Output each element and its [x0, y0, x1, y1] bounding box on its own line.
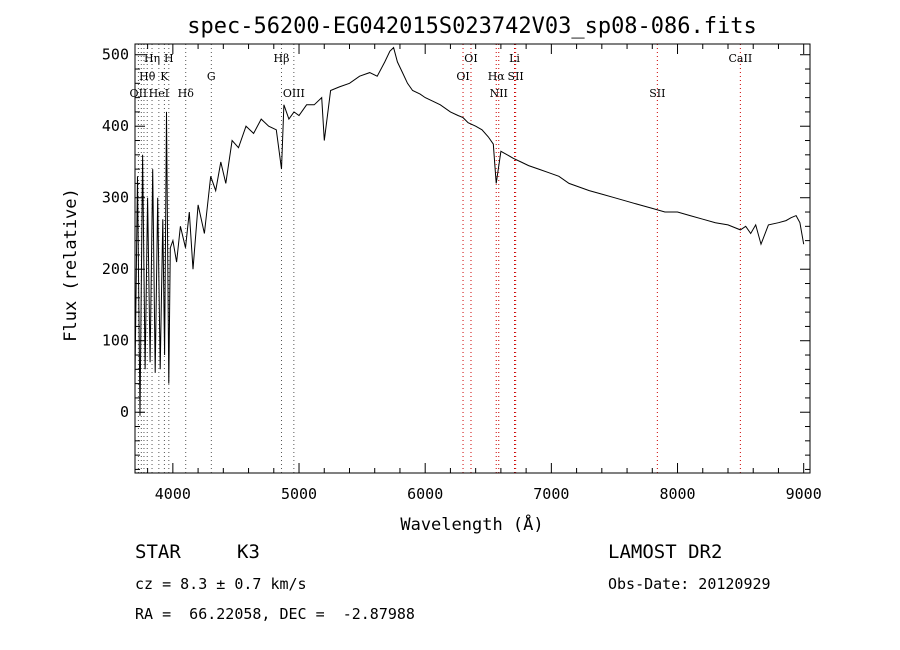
object-class: STAR: [135, 541, 181, 563]
spectral-line-label: Hβ: [274, 52, 290, 65]
spectral-line-label: SII: [649, 87, 665, 100]
line-markers: [137, 44, 741, 473]
coordinates: RA = 66.22058, DEC = -2.87988: [135, 605, 415, 623]
plot-frame: [134, 43, 811, 474]
spectral-line-label: Hθ: [139, 70, 156, 83]
spectral-line-label: HeI: [149, 87, 169, 100]
spectral-line-label: OII: [130, 87, 148, 100]
spectral-line-label: NII: [490, 87, 508, 100]
x-tick-label: 9000: [786, 485, 822, 503]
redshift-readout: cz = 8.3 ± 0.7 km/s: [135, 575, 307, 593]
series-line: [134, 46, 805, 416]
chart-title: spec-56200-EG042015S023742V03_sp08-086.f…: [187, 14, 757, 39]
spectral-line-label: Hα: [488, 70, 506, 83]
y-axis-label: Flux (relative): [61, 188, 81, 342]
x-tick-label: 6000: [407, 485, 443, 503]
spectral-line-label: Li: [509, 52, 520, 65]
x-tick-label: 4000: [155, 485, 191, 503]
spectral-line-label: SII: [508, 70, 524, 83]
object-subclass: K3: [237, 541, 260, 563]
spectral-line-label: OI: [456, 70, 469, 83]
spectral-line-label: OI: [464, 52, 477, 65]
spectral-line-label: Hη: [144, 52, 160, 65]
spectral-line-label: OIII: [283, 87, 305, 100]
spectral-line-label: K: [160, 70, 169, 83]
x-tick-label: 5000: [281, 485, 317, 503]
spectral-line-label: G: [207, 70, 216, 83]
obs-date: Obs-Date: 20120929: [608, 575, 771, 593]
x-tick-label: 8000: [659, 485, 695, 503]
y-tick-label: 400: [102, 117, 129, 135]
x-axis-label: Wavelength (Å): [400, 513, 543, 535]
y-tick-label: 500: [102, 46, 129, 64]
spectral-line-label: H: [164, 52, 174, 65]
x-tick-label: 7000: [533, 485, 569, 503]
survey-name: LAMOST DR2: [608, 541, 723, 563]
spectral-line-label: CaII: [729, 52, 753, 65]
y-tick-label: 100: [102, 332, 129, 350]
axis-ticks: 4000 5000 6000 7000 8000 9000 0 100 200 300 400 500: [102, 44, 822, 503]
y-tick-label: 200: [102, 260, 129, 278]
y-tick-label: 300: [102, 189, 129, 207]
spectral-line-label: Hδ: [178, 87, 195, 100]
y-tick-label: 0: [120, 403, 129, 421]
